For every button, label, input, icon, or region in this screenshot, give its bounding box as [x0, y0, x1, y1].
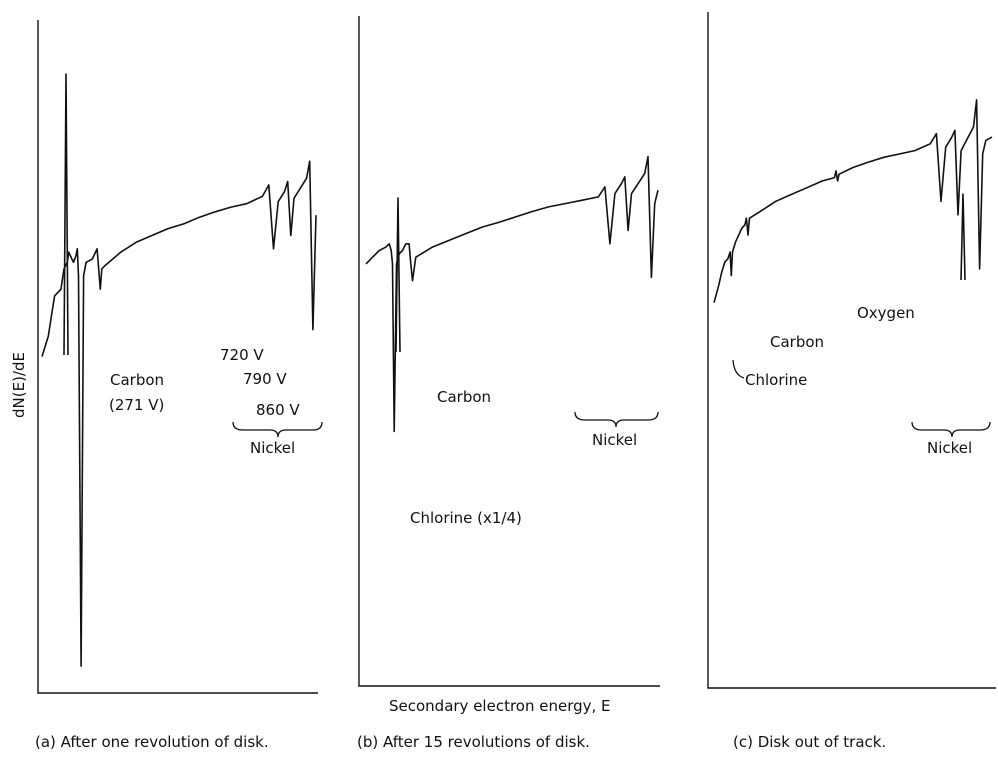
panel-c-nickel-label: Nickel: [927, 439, 972, 457]
panel-b-trace: [365, 155, 659, 433]
panel-a: Carbon (271 V) 720 V 790 V 860 V Nickel …: [35, 20, 323, 751]
panel-b-caption: (b) After 15 revolutions of disk.: [357, 733, 590, 751]
y-axis-label: dN(E)/dE: [10, 352, 28, 418]
panel-a-nickel-brace: [232, 421, 323, 438]
panel-a-nickel-label: Nickel: [250, 439, 295, 457]
panel-a-peak-790-label: 790 V: [243, 370, 287, 388]
panel-a-peak-860-label: 860 V: [256, 401, 300, 419]
panel-c-oxygen-label: Oxygen: [857, 304, 915, 322]
panel-c: Oxygen Carbon Chlorine Nickel (c) Disk o…: [707, 12, 996, 751]
panel-c-caption: (c) Disk out of track.: [733, 733, 886, 751]
panel-c-trace: [713, 99, 993, 303]
panel-c-nickel-spike: [960, 193, 966, 281]
panel-b-chlorine-spike: [395, 197, 401, 353]
panel-c-axes: [707, 12, 996, 689]
panel-b-chlorine-label: Chlorine (x1/4): [410, 509, 522, 527]
extra-marks: [63, 73, 966, 356]
panel-c-carbon-label: Carbon: [770, 333, 824, 351]
panel-a-carbon-label: Carbon: [110, 371, 164, 389]
panel-a-chlorine-spike: [63, 73, 69, 356]
panel-a-trace: [41, 160, 317, 667]
panel-c-nickel-brace: [911, 421, 991, 438]
panel-a-peak-720-label: 720 V: [220, 346, 264, 364]
panel-b-nickel-brace: [574, 411, 659, 428]
panel-a-carbon-energy-label: (271 V): [109, 396, 164, 414]
panel-a-axes: [37, 20, 318, 694]
panel-b-axes: [358, 16, 660, 687]
panel-c-chlorine-leader: [732, 359, 745, 379]
panel-b: Carbon Chlorine (x1/4) Nickel Secondary …: [357, 16, 660, 751]
x-axis-label: Secondary electron energy, E: [389, 697, 611, 715]
panel-a-caption: (a) After one revolution of disk.: [35, 733, 269, 751]
panel-b-carbon-label: Carbon: [437, 388, 491, 406]
panel-c-chlorine-label: Chlorine: [745, 371, 807, 389]
panel-b-nickel-label: Nickel: [592, 431, 637, 449]
